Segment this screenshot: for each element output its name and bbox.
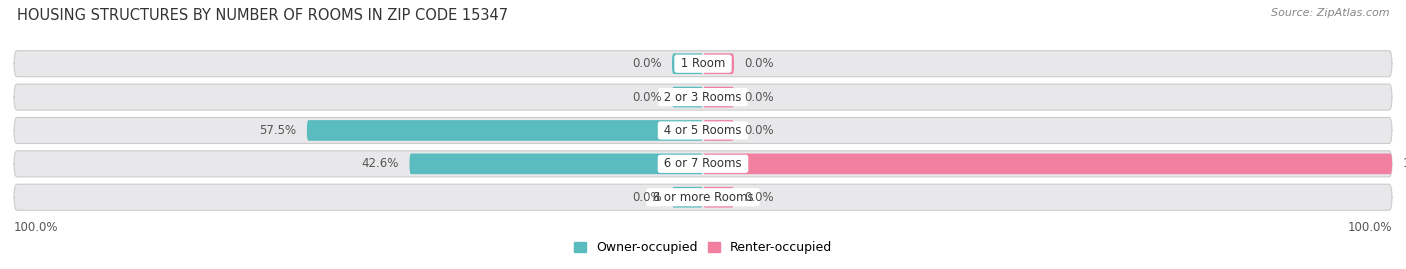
Text: 0.0%: 0.0% bbox=[633, 191, 662, 204]
Text: 6 or 7 Rooms: 6 or 7 Rooms bbox=[661, 157, 745, 170]
Text: 8 or more Rooms: 8 or more Rooms bbox=[648, 191, 758, 204]
FancyBboxPatch shape bbox=[672, 53, 703, 74]
Text: 100.0%: 100.0% bbox=[14, 221, 59, 233]
Text: 1 Room: 1 Room bbox=[676, 57, 730, 70]
FancyBboxPatch shape bbox=[14, 51, 1392, 77]
FancyBboxPatch shape bbox=[409, 154, 703, 174]
Text: 100.0%: 100.0% bbox=[1347, 221, 1392, 233]
Text: 0.0%: 0.0% bbox=[744, 91, 773, 104]
Text: 4 or 5 Rooms: 4 or 5 Rooms bbox=[661, 124, 745, 137]
Text: 0.0%: 0.0% bbox=[633, 57, 662, 70]
Text: 0.0%: 0.0% bbox=[744, 124, 773, 137]
Legend: Owner-occupied, Renter-occupied: Owner-occupied, Renter-occupied bbox=[574, 241, 832, 254]
FancyBboxPatch shape bbox=[703, 187, 734, 208]
Text: 100.0%: 100.0% bbox=[1402, 157, 1406, 170]
Text: 42.6%: 42.6% bbox=[361, 157, 399, 170]
Text: 0.0%: 0.0% bbox=[744, 191, 773, 204]
FancyBboxPatch shape bbox=[703, 120, 734, 141]
FancyBboxPatch shape bbox=[703, 87, 734, 107]
FancyBboxPatch shape bbox=[14, 118, 1392, 143]
FancyBboxPatch shape bbox=[307, 120, 703, 141]
Text: 0.0%: 0.0% bbox=[744, 57, 773, 70]
FancyBboxPatch shape bbox=[672, 187, 703, 208]
FancyBboxPatch shape bbox=[14, 151, 1392, 177]
Text: Source: ZipAtlas.com: Source: ZipAtlas.com bbox=[1271, 8, 1389, 18]
FancyBboxPatch shape bbox=[703, 154, 1392, 174]
Text: 57.5%: 57.5% bbox=[259, 124, 297, 137]
Text: 2 or 3 Rooms: 2 or 3 Rooms bbox=[661, 91, 745, 104]
FancyBboxPatch shape bbox=[672, 87, 703, 107]
Text: 0.0%: 0.0% bbox=[633, 91, 662, 104]
Text: HOUSING STRUCTURES BY NUMBER OF ROOMS IN ZIP CODE 15347: HOUSING STRUCTURES BY NUMBER OF ROOMS IN… bbox=[17, 8, 508, 23]
FancyBboxPatch shape bbox=[703, 53, 734, 74]
FancyBboxPatch shape bbox=[14, 184, 1392, 210]
FancyBboxPatch shape bbox=[14, 84, 1392, 110]
